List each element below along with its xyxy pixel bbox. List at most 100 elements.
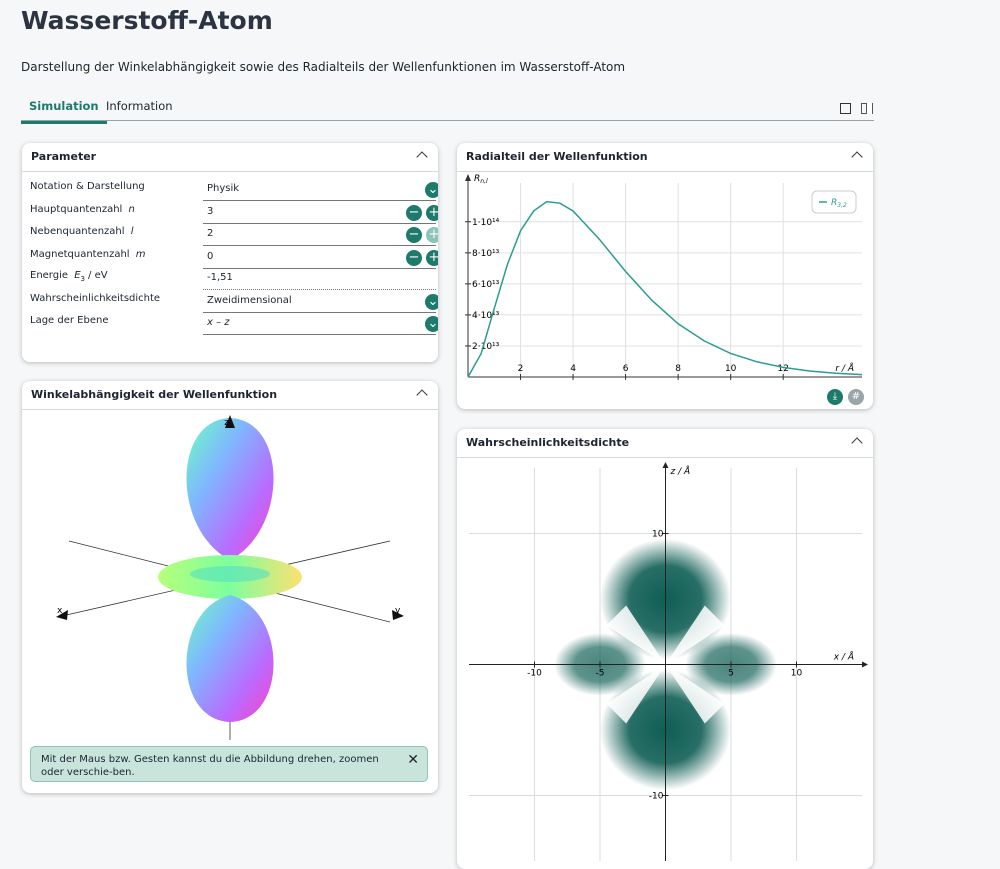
x-tick-label: 5	[728, 669, 734, 679]
field-value: Physik	[207, 183, 240, 194]
density-panel: Wahrscheinlichkeitsdichte -10 -5 5 10 10 -10 x…	[457, 429, 873, 869]
y-axis-label: z / Å	[670, 465, 691, 477]
label-text: Magnetquantenzahl	[30, 249, 130, 260]
parameter-label: Magnetquantenzahl m	[30, 249, 146, 260]
decrement-button[interactable]: −	[406, 227, 422, 243]
panel-title: Winkelabhängigkeit der Wellenfunktion	[31, 388, 278, 401]
parameter-label: Lage der Ebene	[30, 315, 108, 326]
panel-title: Radialteil der Wellenfunktion	[466, 150, 648, 163]
x-tick-label: 2	[518, 364, 524, 374]
radial-panel: Radialteil der Wellenfunktion 2 4 6 8 10 12 2·…	[457, 143, 873, 409]
decrement-button[interactable]: −	[406, 250, 422, 266]
y-axis-label: Rn,l	[474, 174, 488, 185]
panel-header[interactable]: Winkelabhängigkeit der Wellenfunktion	[22, 381, 438, 410]
symbol-subscript: 3	[80, 275, 86, 283]
density-chart: -10 -5 5 10 10 -10 x / Å z / Å	[469, 462, 868, 861]
parameter-panel: Parameter Notation & Darstellung Physik ⌄ H…	[22, 143, 438, 362]
axis-arrow	[225, 415, 235, 428]
axis-arrow	[862, 661, 868, 668]
axis-label: z	[224, 418, 229, 428]
x-tick-label: 12	[777, 364, 788, 374]
angular-panel: Winkelabhängigkeit der Wellenfunktion z …	[22, 381, 438, 793]
x-tick-label: -10	[527, 669, 542, 679]
label-text: Hauptquantenzahl	[30, 204, 123, 215]
axis-arrow	[392, 610, 404, 620]
legend-subscript: 3,2	[837, 202, 847, 209]
x-tick-label: 8	[675, 364, 681, 374]
parameter-field[interactable]: Physik	[203, 183, 436, 201]
panel-title: Wahrscheinlichkeitsdichte	[466, 436, 630, 449]
x-tick-label: -5	[596, 669, 605, 679]
dropdown-button[interactable]: ⌄	[425, 182, 438, 198]
parameter-row: Notation & Darstellung Physik ⌄	[30, 181, 438, 203]
axis-arrow	[56, 610, 68, 620]
parameter-row: Magnetquantenzahl m 0 − +	[30, 249, 438, 271]
label-text: Nebenquantenzahl	[30, 226, 125, 237]
axis-label: x	[57, 606, 63, 616]
legend-name: R	[831, 198, 837, 208]
tab[interactable]: Simulation	[21, 99, 107, 124]
parameter-field[interactable]: 0	[203, 251, 436, 269]
layout-split-button[interactable]	[861, 103, 867, 114]
y-label-subscript: n,l	[480, 178, 488, 185]
field-value: Zweidimensional	[207, 295, 292, 306]
symbol: l	[130, 226, 134, 237]
axis-arrow	[662, 462, 669, 468]
y-label-symbol: R	[474, 174, 480, 184]
label-text: Lage der Ebene	[30, 315, 109, 326]
field-value: 2	[207, 228, 214, 239]
layout-single-button[interactable]	[840, 103, 851, 114]
parameter-field: -1,51	[203, 272, 436, 290]
y-tick-label: 4·10¹³	[472, 311, 500, 321]
grid-toggle-button[interactable]: #	[848, 389, 864, 405]
description: Darstellung der Winkelabhängigkeit sowie…	[21, 60, 626, 74]
increment-button[interactable]: +	[426, 227, 438, 243]
decrement-button[interactable]: −	[406, 205, 422, 221]
parameter-row: Lage der Ebene x – z ⌄	[30, 315, 438, 337]
download-button[interactable]: ⤓	[827, 389, 843, 405]
panel-header[interactable]: Wahrscheinlichkeitsdichte	[457, 429, 873, 458]
symbol: E	[74, 270, 81, 281]
dropdown-button[interactable]: ⌄	[425, 316, 438, 332]
panel-header[interactable]: Radialteil der Wellenfunktion	[457, 143, 873, 172]
close-button[interactable]: ✕	[407, 752, 419, 768]
torus-hole	[190, 566, 270, 582]
parameter-row: Energie E3/ eV -1,51	[30, 270, 436, 292]
collapse-icon[interactable]	[416, 389, 428, 401]
y-tick-label: 1·10¹⁴	[472, 218, 500, 228]
x-tick-label: 10	[725, 364, 737, 374]
field-value: 3	[207, 206, 214, 217]
increment-button[interactable]: +	[426, 205, 438, 221]
increment-button[interactable]: +	[426, 250, 438, 266]
parameter-row: Nebenquantenzahl l 2 − +	[30, 226, 438, 248]
dropdown-button[interactable]: ⌄	[425, 294, 438, 310]
x-tick-label: 6	[623, 364, 629, 374]
parameter-field[interactable]: 3	[203, 206, 436, 224]
parameter-field[interactable]: 2	[203, 228, 436, 246]
hint-box: Mit der Maus bzw. Gesten kannst du die A…	[30, 746, 428, 782]
field-value: -1,51	[207, 272, 233, 283]
series-line	[467, 200, 863, 378]
label-text: Wahrscheinlichkeitsdichte	[30, 293, 161, 304]
parameter-label: Nebenquantenzahl l	[30, 226, 134, 237]
symbol: n	[128, 204, 135, 215]
hint-text: Mit der Maus bzw. Gesten kannst du die A…	[41, 754, 379, 778]
field-value: x – z	[207, 317, 230, 328]
parameter-field[interactable]: x – z	[203, 317, 436, 335]
tab[interactable]: Information	[106, 99, 173, 113]
symbol: m	[135, 249, 146, 260]
x-axis-label: r / Å	[835, 362, 854, 374]
parameter-label: Energie E3/ eV	[30, 270, 108, 283]
panel-header[interactable]: Parameter	[22, 143, 438, 172]
radial-chart: 2 4 6 8 10 12 2·10¹³ 4·10¹³ 6·10¹³ 8·10¹³ 1·10¹⁴ r …	[465, 174, 863, 380]
field-value: 0	[207, 251, 214, 262]
y-tick-label: 2·10¹³	[472, 342, 500, 352]
orbital-lobe	[186, 418, 274, 560]
parameter-field[interactable]: Zweidimensional	[203, 295, 436, 313]
collapse-icon[interactable]	[416, 151, 428, 163]
page-title: Wasserstoff-Atom	[21, 6, 273, 35]
orbital-3d[interactable]: z x y	[22, 410, 438, 750]
axis-label: y	[395, 606, 401, 616]
